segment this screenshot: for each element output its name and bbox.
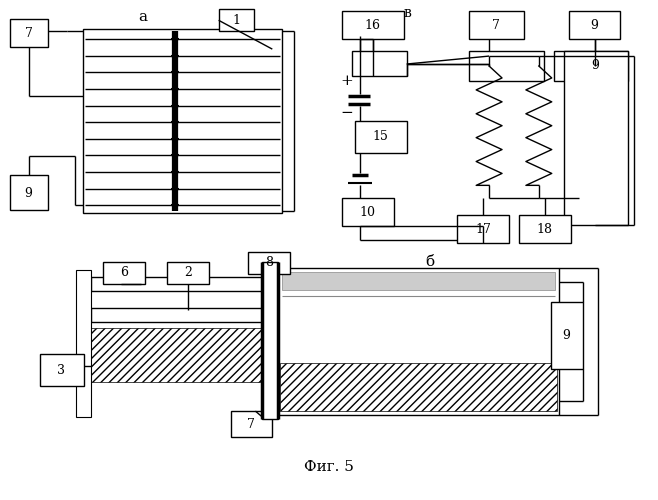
Bar (230, 411, 272, 437)
Bar (84, 29, 282, 213)
Bar (91, 308, 263, 322)
Text: 9: 9 (591, 19, 599, 32)
Bar (103, 262, 145, 284)
Bar (280, 364, 557, 411)
Bar (569, 12, 620, 39)
Text: +: + (340, 74, 353, 88)
Bar (39, 354, 84, 386)
Text: 3: 3 (57, 364, 66, 377)
Text: в: в (403, 6, 411, 20)
Text: 8: 8 (265, 256, 273, 270)
Bar (457, 215, 509, 243)
Bar (91, 277, 263, 291)
Text: 6: 6 (120, 266, 128, 280)
Text: 18: 18 (537, 222, 553, 235)
Bar (342, 12, 403, 39)
Text: 7: 7 (247, 418, 255, 430)
Text: 9: 9 (25, 187, 33, 200)
Bar (554, 51, 628, 81)
Text: 7: 7 (492, 19, 500, 32)
Bar (218, 10, 255, 31)
Bar (10, 20, 47, 47)
Bar (10, 176, 47, 210)
Text: −: − (340, 106, 353, 120)
Bar (564, 51, 628, 225)
Text: 1: 1 (232, 14, 241, 27)
Text: 9: 9 (592, 58, 599, 71)
Bar (282, 272, 555, 290)
Bar (91, 328, 263, 382)
Bar (167, 262, 209, 284)
Text: 2: 2 (184, 266, 191, 280)
Text: б: б (425, 255, 434, 269)
Text: 10: 10 (360, 206, 376, 218)
Bar (76, 270, 91, 417)
Bar (469, 51, 544, 81)
Text: 15: 15 (373, 130, 389, 143)
Text: 17: 17 (475, 222, 491, 235)
Bar (519, 215, 570, 243)
Text: 16: 16 (365, 19, 381, 32)
Bar (263, 262, 278, 419)
Bar (249, 252, 290, 274)
Bar (355, 120, 407, 152)
Bar (469, 12, 524, 39)
Bar (342, 198, 393, 226)
Text: Фиг. 5: Фиг. 5 (304, 460, 354, 474)
Text: а: а (139, 10, 147, 24)
Bar (278, 268, 559, 415)
Bar (551, 302, 582, 370)
Text: 9: 9 (563, 329, 570, 342)
Bar (352, 51, 407, 76)
Text: 7: 7 (25, 26, 33, 40)
